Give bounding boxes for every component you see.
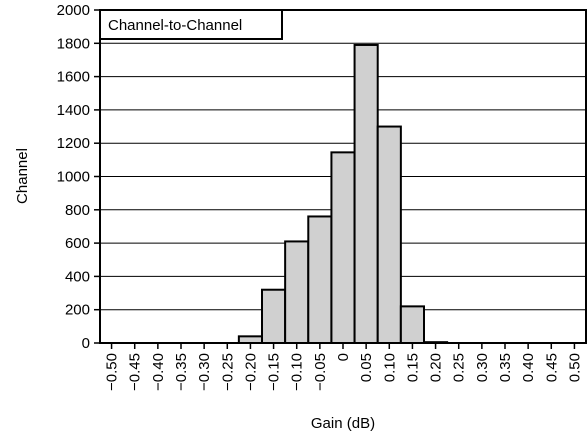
y-tick-label: 1800 xyxy=(57,35,90,52)
y-tick-label: 800 xyxy=(65,202,90,219)
y-tick-label: 1000 xyxy=(57,169,90,186)
x-tick-label: 0.50 xyxy=(566,353,583,382)
x-tick-label: 0 xyxy=(335,353,352,361)
x-axis-ticks: −0.50 −0.45 −0.40 −0.35 −0.30 −0.25 −0.20 −0.15… xyxy=(104,343,583,391)
x-tick-label: −0.50 xyxy=(104,353,121,391)
x-axis-title: Gain (dB) xyxy=(311,415,375,432)
histogram-bar xyxy=(261,288,287,344)
x-tick-label: −0.20 xyxy=(242,353,259,391)
y-tick-label: 200 xyxy=(65,302,90,319)
x-tick-label: −0.35 xyxy=(173,353,190,391)
x-tick-label: 0.30 xyxy=(474,353,491,382)
y-tick-label: 1600 xyxy=(57,69,90,86)
x-tick-label: −0.15 xyxy=(266,353,283,391)
x-tick-label: −0.40 xyxy=(150,353,167,391)
histogram-bar xyxy=(284,240,310,344)
y-tick-label: 1200 xyxy=(57,135,90,152)
y-tick-label: 2000 xyxy=(57,2,90,19)
x-tick-label: −0.45 xyxy=(127,353,144,391)
x-tick-label: 0.45 xyxy=(543,353,560,382)
histogram-bar xyxy=(307,215,333,345)
histogram-bars xyxy=(237,43,449,345)
histogram-bar xyxy=(399,305,426,344)
histogram-bar xyxy=(376,125,402,344)
histogram-bar xyxy=(353,43,379,345)
histogram-bar xyxy=(330,151,356,344)
x-tick-label: −0.30 xyxy=(196,353,213,391)
y-tick-label: 400 xyxy=(65,268,90,285)
x-tick-label: 0.05 xyxy=(358,353,375,382)
x-tick-label: 0.25 xyxy=(451,353,468,382)
x-tick-label: −0.10 xyxy=(289,353,306,391)
chart-title-box xyxy=(99,9,283,40)
x-tick-label: −0.05 xyxy=(312,353,329,391)
x-tick-label: 0.40 xyxy=(520,353,537,382)
y-tick-label: 1400 xyxy=(57,102,90,119)
x-tick-label: 0.20 xyxy=(428,353,445,382)
y-axis-title: Channel xyxy=(14,148,31,204)
x-tick-label: 0.35 xyxy=(497,353,514,382)
chart-title: Channel-to-Channel xyxy=(108,17,242,34)
x-tick-label: −0.25 xyxy=(219,353,236,391)
y-tick-label: 0 xyxy=(82,335,90,352)
x-tick-label: 0.15 xyxy=(404,353,421,382)
x-tick-label: 0.10 xyxy=(381,353,398,382)
y-axis-ticks: 0 200 400 600 800 1000 1200 1400 1600 1800 2000 xyxy=(57,2,100,352)
y-tick-label: 600 xyxy=(65,235,90,252)
